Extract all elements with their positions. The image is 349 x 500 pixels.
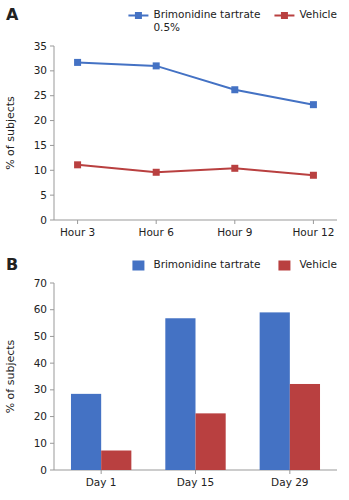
legend-item: Vehicle	[274, 8, 337, 20]
y-tick	[50, 283, 54, 284]
y-tick-label: 0	[40, 214, 47, 226]
x-tick	[77, 220, 78, 224]
x-tick	[313, 220, 314, 224]
y-axis-label: % of subjects	[4, 339, 17, 413]
x-tick-label: Day 15	[177, 476, 214, 488]
y-tick-label: 15	[34, 139, 47, 151]
x-tick-label: Hour 9	[217, 226, 252, 238]
plot-area	[71, 312, 320, 470]
y-tick	[50, 170, 54, 171]
legend-label-line: Brimonidine tartrate	[153, 258, 260, 270]
y-tick-label: 50	[34, 330, 47, 342]
y-tick	[50, 389, 54, 390]
y-tick-label: 35	[34, 40, 47, 52]
y-tick-label: 25	[34, 89, 47, 101]
x-tick	[156, 220, 157, 224]
bar	[196, 413, 226, 470]
x-tick	[195, 470, 196, 474]
legend-label-line: 0.5%	[153, 21, 180, 33]
legend-label-line: Vehicle	[299, 8, 337, 20]
series-line	[78, 62, 314, 104]
legend-label-line: Vehicle	[299, 258, 337, 270]
panel-label: B	[6, 255, 18, 274]
y-tick-label: 30	[34, 383, 47, 395]
bar	[260, 312, 290, 470]
legend-marker	[281, 12, 288, 19]
y-tick	[50, 336, 54, 337]
y-tick	[50, 416, 54, 417]
x-tick-label: Hour 3	[60, 226, 95, 238]
y-tick	[50, 443, 54, 444]
bar	[290, 384, 320, 470]
x-tick	[234, 220, 235, 224]
y-tick-label: 20	[34, 410, 47, 422]
x-tick	[289, 470, 290, 474]
point-marker	[153, 62, 160, 69]
y-axis-label: % of subjects	[4, 96, 17, 170]
y-tick-label: 0	[40, 464, 47, 476]
legend-swatch	[278, 261, 290, 271]
y-tick	[50, 470, 54, 471]
legend-label: Vehicle	[299, 258, 337, 270]
y-tick	[50, 220, 54, 221]
figure: A 0 5 10 15 20 25 30 35 % of subjects Hour 3 Hour 6…	[0, 0, 349, 500]
legend-item: Brimonidine tartrate0.5%	[128, 8, 260, 33]
y-axis-line	[54, 283, 55, 470]
legend: Brimonidine tartrate0.5% Vehicle	[128, 8, 337, 33]
legend-swatch	[132, 261, 144, 271]
x-axis-line	[54, 220, 337, 221]
y-tick-label: 10	[34, 437, 47, 449]
bar	[71, 394, 101, 470]
x-tick-label: Day 29	[271, 476, 308, 488]
y-tick-label: 40	[34, 357, 47, 369]
y-tick-label: 20	[34, 114, 47, 126]
point-marker	[231, 86, 238, 93]
legend: Brimonidine tartrate Vehicle	[132, 258, 337, 271]
bar	[101, 450, 131, 470]
legend-marker	[135, 12, 142, 19]
point-marker	[153, 169, 160, 176]
series-line	[78, 165, 314, 175]
panel-label: A	[6, 5, 19, 24]
y-tick-label: 30	[34, 64, 47, 76]
y-tick-label: 5	[40, 189, 47, 201]
legend-label: Brimonidine tartrate	[153, 258, 260, 270]
legend-label-line: Brimonidine tartrate	[153, 8, 260, 20]
panel: B 0 10 20 30 40 50 60 70 % of subjects Day 1 Day 15…	[4, 255, 337, 488]
legend-label: Brimonidine tartrate0.5%	[153, 8, 260, 33]
plot-area	[74, 59, 317, 179]
chart-container: A 0 5 10 15 20 25 30 35 % of subjects Hour 3 Hour 6…	[0, 0, 349, 500]
y-tick-label: 10	[34, 164, 47, 176]
legend-label: Vehicle	[299, 8, 337, 20]
y-tick	[50, 145, 54, 146]
y-tick	[50, 309, 54, 310]
panel: A 0 5 10 15 20 25 30 35 % of subjects Hour 3 Hour 6…	[4, 5, 337, 238]
bar	[165, 318, 195, 470]
y-tick	[50, 95, 54, 96]
y-tick	[50, 46, 54, 47]
y-axis-line	[54, 46, 55, 220]
x-tick-label: Day 1	[86, 476, 117, 488]
y-tick	[50, 363, 54, 364]
x-tick	[101, 470, 102, 474]
legend-item: Vehicle	[278, 258, 337, 271]
y-tick	[50, 195, 54, 196]
legend-item: Brimonidine tartrate	[132, 258, 260, 271]
point-marker	[310, 101, 317, 108]
y-tick	[50, 120, 54, 121]
y-tick-label: 60	[34, 303, 47, 315]
x-tick-label: Hour 12	[292, 226, 334, 238]
y-tick	[50, 70, 54, 71]
y-tick-label: 70	[34, 277, 47, 289]
point-marker	[74, 59, 81, 66]
point-marker	[231, 165, 238, 172]
x-tick-label: Hour 6	[139, 226, 175, 238]
point-marker	[74, 161, 81, 168]
point-marker	[310, 172, 317, 179]
